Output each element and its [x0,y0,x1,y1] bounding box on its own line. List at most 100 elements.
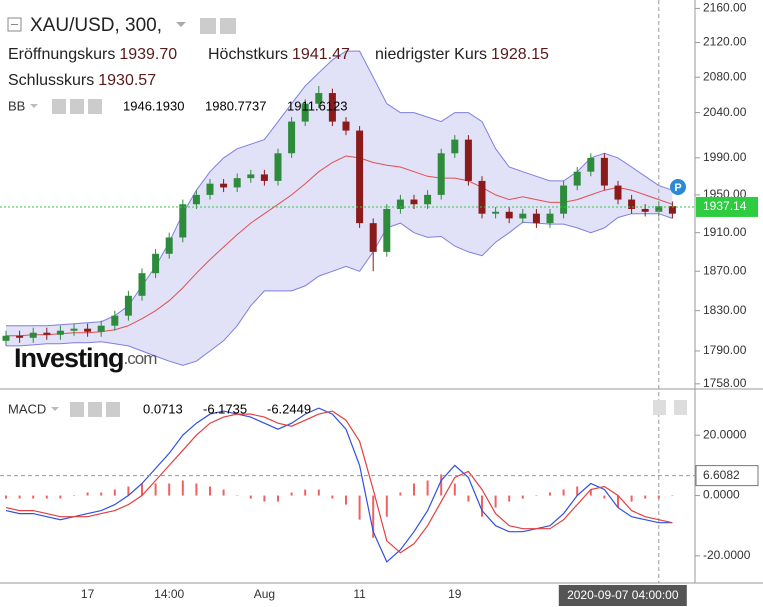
macd-name: MACD [8,401,46,416]
candle-body [560,185,568,214]
candle-body [301,103,309,122]
close-icon[interactable] [88,99,102,114]
histogram-bar [45,495,48,499]
histogram-bar [236,495,239,497]
histogram-bar [181,480,184,496]
crosshair-value-box [695,465,759,487]
crosshair-time-label: 2020-09-07 04:00:00 [567,588,679,602]
crosshair-value-label: 6.6082 [703,468,740,482]
histogram-bar [481,495,483,517]
histogram-bar [399,492,402,496]
histogram-bar [317,489,320,496]
histogram-bar [168,483,171,496]
histogram-bar [209,486,211,496]
settings-icon[interactable] [88,402,102,417]
candle-body [16,335,24,338]
candle-body [655,206,663,212]
histogram-bar [345,495,347,505]
histogram-bar [154,483,157,496]
event-marker[interactable] [670,179,686,195]
candle-body [247,174,255,179]
histogram-bar [358,495,361,520]
candle-body [478,180,486,214]
histogram-bar [657,495,660,499]
y-tick-label: 20.0000 [703,427,747,441]
histogram-bar [249,495,252,499]
candle-body [410,199,418,205]
candle-body [70,328,78,331]
ohlc-open: Eröffnungskurs 1939.70 [8,46,177,63]
pane-up-icon[interactable] [653,400,666,415]
candle-body [600,157,608,186]
candle-body [668,206,676,214]
candle-body [437,153,445,195]
histogram-bar [576,486,579,496]
overlay-layer: 2160.002120.002080.002040.001990.001950.… [81,1,759,606]
histogram-bar [494,495,497,508]
candle-body [519,213,527,219]
histogram-bar [413,483,415,496]
eye-icon[interactable] [200,18,216,34]
macd-hist-value: 0.0713 [143,401,183,416]
eye-icon[interactable] [70,402,84,417]
ohlc-close: Schlusskurs 1930.57 [8,72,156,89]
candle-body [573,171,581,186]
histogram-bar [467,495,470,502]
histogram-bar [5,495,7,499]
dropdown-icon[interactable] [176,22,186,27]
histogram-bar [671,495,674,497]
histogram-bar [59,495,62,499]
ohlc-low: niedrigster Kurs 1928.15 [375,46,549,63]
y-tick-label: 1790.00 [703,343,747,357]
histogram-bar [18,495,21,499]
y-tick-label: 1870.00 [703,263,747,277]
y-tick-label: 2040.00 [703,105,747,119]
dropdown-icon[interactable] [51,407,59,411]
x-tick-label: 14:00 [154,587,184,601]
event-marker-letter: P [674,182,681,194]
candle-body [587,157,595,172]
settings-icon[interactable] [220,18,236,34]
histogram-bar [304,489,307,496]
histogram-bar [644,495,647,499]
collapse-icon[interactable] [7,17,22,32]
histogram-bar [141,483,143,496]
eye-icon[interactable] [52,99,66,114]
logo: Investing.com [14,343,157,373]
histogram-bar [100,492,103,496]
y-tick-label: 1830.00 [703,303,747,317]
candle-body [315,93,323,104]
candle-body [43,332,51,335]
candle-body [451,139,459,154]
dropdown-icon[interactable] [30,104,38,108]
histogram-bar [617,495,619,508]
candle-body [288,121,296,154]
band-line [6,50,673,327]
histogram-bar [630,495,633,502]
histogram-bar [222,489,225,496]
histogram-bar [32,495,35,499]
x-tick-label: 17 [81,587,95,601]
histogram-bar [603,495,606,499]
macd-line [5,407,673,563]
candle-body [628,199,636,209]
candle-body [396,199,404,209]
macd-line [5,410,673,554]
candle-body [614,185,622,200]
histogram-bar [508,495,511,502]
candle-body [84,328,92,332]
candle-body [424,194,432,205]
crosshair-time-box [558,585,687,606]
histogram-bar [385,495,388,517]
histogram-bar [589,489,592,496]
histogram-bar [521,495,524,499]
histogram-bar [453,483,456,496]
histogram-bar [290,492,293,496]
settings-icon[interactable] [70,99,84,114]
macd-value: -6.1735 [203,401,247,416]
pane-menu-icon[interactable] [674,400,687,415]
y-tick-label: 2120.00 [703,35,747,49]
y-tick-label: 2160.00 [703,1,747,15]
candle-body [356,130,364,224]
close-icon[interactable] [106,402,120,417]
